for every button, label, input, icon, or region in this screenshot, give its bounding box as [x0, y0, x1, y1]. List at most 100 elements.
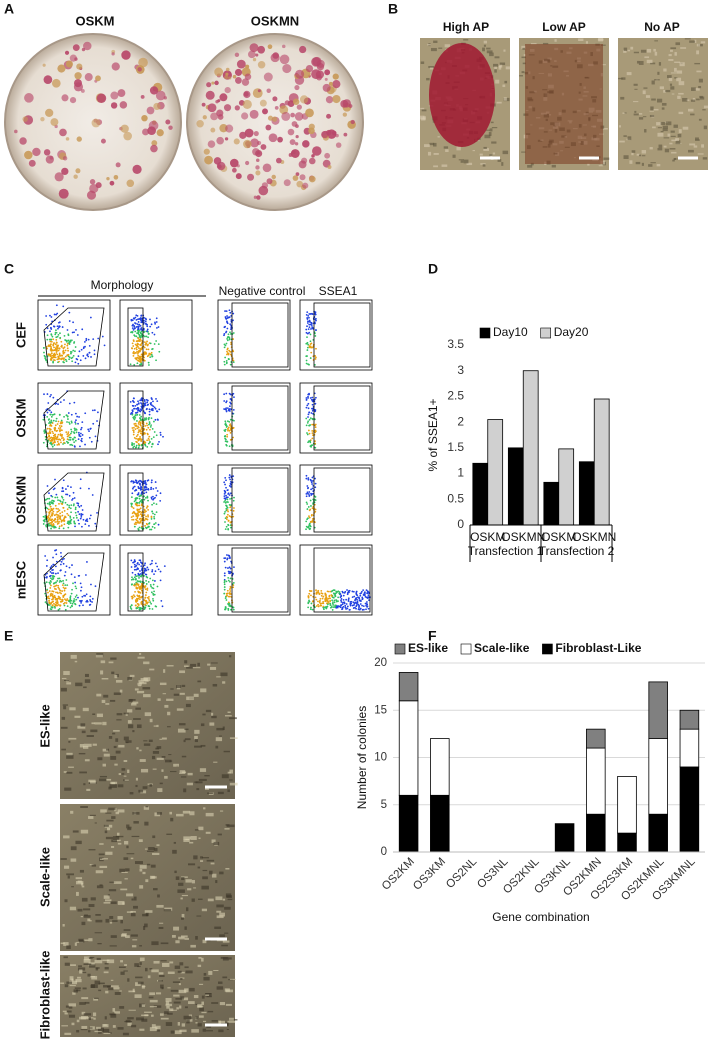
flow-event: [48, 604, 50, 606]
bar-segment: [586, 729, 605, 748]
cell-texture: [225, 868, 229, 870]
flow-event: [148, 364, 150, 366]
flow-event: [307, 606, 309, 608]
cell-texture: [63, 835, 69, 838]
y-tick-label: 3: [457, 363, 464, 377]
colony-spot: [349, 104, 353, 108]
flow-event: [73, 517, 75, 519]
flow-event: [49, 330, 51, 332]
flow-event: [86, 518, 88, 520]
flow-event: [92, 423, 94, 425]
colony-spot: [204, 156, 213, 165]
cell-texture: [132, 812, 139, 815]
flow-event: [148, 598, 150, 600]
cell-texture: [150, 1006, 157, 1007]
cell-texture: [61, 688, 67, 692]
flow-event: [55, 588, 57, 590]
flow-event: [146, 325, 148, 327]
bar-segment: [399, 795, 418, 852]
flow-event: [144, 562, 146, 564]
flow-event: [62, 580, 64, 582]
cell-texture: [194, 730, 199, 734]
cell-texture: [678, 134, 682, 137]
cell-texture: [126, 742, 129, 743]
flow-event: [65, 579, 67, 581]
cell-texture: [206, 813, 214, 816]
colony-spot: [22, 116, 28, 122]
flow-event: [311, 397, 313, 399]
colony-spot: [137, 67, 141, 71]
cell-texture: [230, 783, 238, 786]
flow-event: [71, 339, 73, 341]
flow-event: [136, 404, 138, 406]
cell-texture: [199, 838, 201, 839]
cell-texture: [165, 760, 171, 763]
flow-event: [46, 559, 48, 561]
flow-event: [146, 330, 148, 332]
flow-event: [141, 340, 143, 342]
flow-event: [140, 507, 142, 509]
cell-texture: [72, 979, 74, 982]
flow-event: [225, 393, 227, 395]
flow-event: [73, 402, 75, 404]
flow-event: [341, 608, 343, 610]
flow-event: [308, 491, 310, 493]
x-tick-label: OSKM: [541, 530, 576, 544]
flow-event: [58, 609, 60, 611]
flow-event: [46, 589, 48, 591]
flow-event: [50, 327, 52, 329]
flow-event: [60, 593, 62, 595]
cell-texture: [97, 757, 102, 760]
cell-texture: [214, 927, 221, 929]
flow-event: [52, 605, 54, 607]
cell-texture: [445, 44, 450, 47]
flow-event: [63, 399, 65, 401]
cell-texture: [180, 978, 182, 980]
flow-event: [337, 607, 339, 609]
flow-event: [148, 418, 150, 420]
cell-texture: [111, 839, 117, 842]
flow-event: [148, 354, 150, 356]
cell-texture: [225, 715, 232, 716]
legend-label: ES-like: [408, 641, 448, 655]
flow-event: [136, 583, 138, 585]
flow-event: [138, 595, 140, 597]
flow-event: [55, 347, 57, 349]
colony-spot: [153, 103, 160, 110]
flow-event: [150, 603, 152, 605]
flow-event: [229, 603, 231, 605]
cell-texture: [619, 125, 621, 127]
flow-event: [89, 428, 91, 430]
flow-event: [152, 593, 154, 595]
cell-texture: [212, 874, 216, 878]
flow-event: [56, 342, 58, 344]
flow-event: [225, 557, 227, 559]
flow-event: [306, 502, 308, 504]
flow-event: [132, 342, 134, 344]
cell-texture: [64, 1012, 67, 1014]
colony-spot: [277, 137, 283, 143]
cell-texture: [104, 825, 109, 827]
cell-texture: [117, 1027, 123, 1030]
flow-event: [59, 509, 61, 511]
colony-spot: [243, 100, 252, 109]
cell-texture: [169, 961, 173, 963]
flow-event: [133, 416, 135, 418]
flow-event: [315, 318, 317, 320]
cell-texture: [159, 739, 162, 740]
cell-texture: [658, 127, 662, 128]
flow-event: [133, 339, 135, 341]
cell-texture: [224, 933, 228, 934]
flow-event: [76, 594, 78, 596]
flow-event: [133, 418, 135, 420]
flow-event: [80, 516, 82, 518]
cell-texture: [202, 876, 208, 879]
flow-event: [74, 428, 76, 430]
flow-event: [346, 603, 348, 605]
flow-event: [138, 443, 140, 445]
cell-texture: [163, 693, 166, 694]
flow-event: [307, 491, 309, 493]
cell-texture: [88, 816, 93, 819]
colony-spot: [263, 163, 272, 172]
cell-texture: [211, 1002, 218, 1004]
